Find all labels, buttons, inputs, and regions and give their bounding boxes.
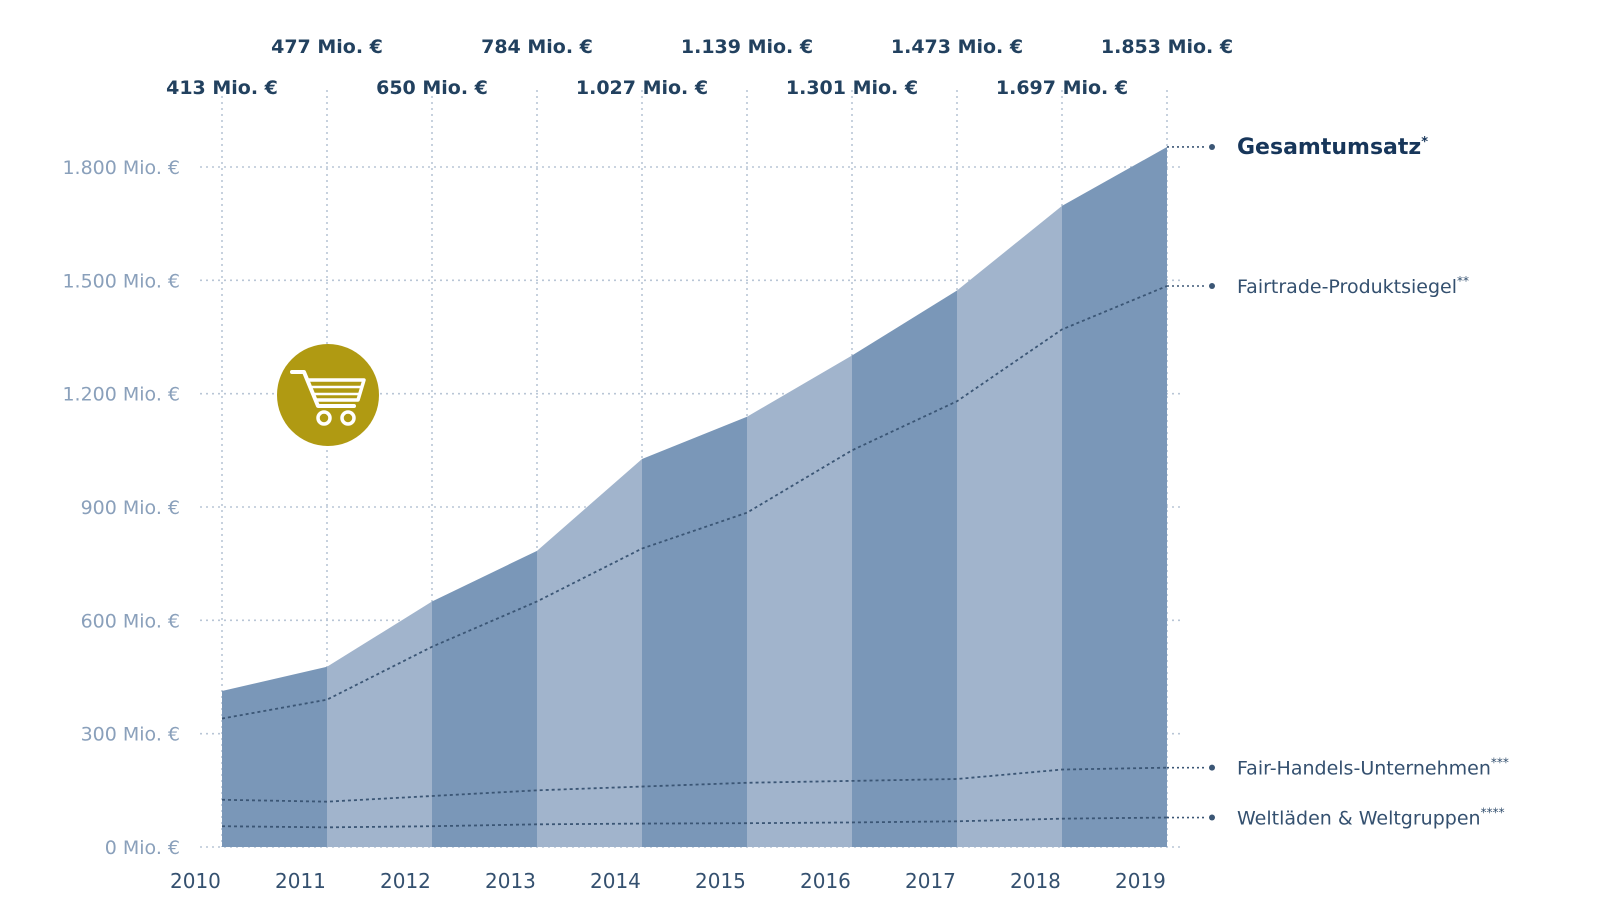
value-label-2011: 477 Mio. € [271,36,383,58]
y-tick-label: 300 Mio. € [81,724,180,746]
value-label-2016: 1.301 Mio. € [786,77,918,99]
shopping-cart-icon [277,344,379,446]
x-tick-label: 2017 [905,869,956,893]
x-tick-label: 2016 [800,869,851,893]
area-band-2017 [957,205,1062,847]
value-label-2018: 1.697 Mio. € [996,77,1128,99]
x-tick-label: 2011 [275,869,326,893]
value-label-2014: 1.027 Mio. € [576,77,708,99]
value-label-2013: 784 Mio. € [481,36,593,58]
x-tick-label: 2015 [695,869,746,893]
y-tick-label: 1.500 Mio. € [62,270,180,292]
value-label-2017: 1.473 Mio. € [891,36,1023,58]
x-tick-label: 2013 [485,869,536,893]
series-label-3: Fair-Handels-Unternehmen*** [1237,756,1509,780]
x-tick-label: 2010 [170,869,221,893]
series-label-4: Weltläden & Weltgruppen**** [1237,806,1505,830]
value-label-2015: 1.139 Mio. € [681,36,813,58]
y-tick-label: 600 Mio. € [81,610,180,632]
y-axis-ticks: 0 Mio. € 300 Mio. € 600 Mio. € 900 Mio. € 1.… [62,157,180,859]
area-band-2016 [852,290,957,847]
series-label-2: Fairtrade-Produktsiegel** [1237,274,1469,298]
value-label-2019: 1.853 Mio. € [1101,36,1233,58]
y-tick-label: 1.200 Mio. € [62,384,180,406]
series-lines-layer [221,285,1168,829]
value-label-2010: 413 Mio. € [166,77,278,99]
y-tick-label: 1.800 Mio. € [62,157,180,179]
area-band-2018 [1062,146,1167,847]
area-band-2014 [642,416,747,847]
area-band-2010 [222,666,327,847]
area-band-2013 [537,459,642,847]
series-line-3 [221,816,1168,829]
value-labels: 413 Mio. € 477 Mio. € 650 Mio. € 784 Mio. €… [166,36,1233,99]
x-tick-label: 2012 [380,869,431,893]
area-band-2012 [432,550,537,847]
x-tick-label: 2019 [1115,869,1166,893]
legend-dot-2 [1209,283,1215,289]
series-label-1: Gesamtumsatz* [1237,135,1428,160]
legend-dot-4 [1209,814,1215,821]
series-line-2 [221,766,1168,803]
legend-dot-1 [1209,143,1215,150]
series-labels: Gesamtumsatz* Fairtrade-Produktsiegel** Fa… [1237,135,1509,830]
legend-connectors-layer [1167,143,1215,821]
y-tick-label: 0 Mio. € [105,837,180,859]
area-band-2015 [747,355,852,847]
x-axis-ticks: 2010 2011 2012 2013 2014 2015 2016 2017 2018 2019 [170,869,1166,893]
y-tick-label: 900 Mio. € [81,497,180,519]
x-tick-label: 2014 [590,869,641,893]
series-line-1 [221,285,1168,720]
area-band-2011 [327,601,432,847]
x-tick-label: 2018 [1010,869,1061,893]
legend-dot-3 [1209,764,1215,771]
bands-layer [222,146,1167,847]
value-label-2012: 650 Mio. € [376,77,488,99]
